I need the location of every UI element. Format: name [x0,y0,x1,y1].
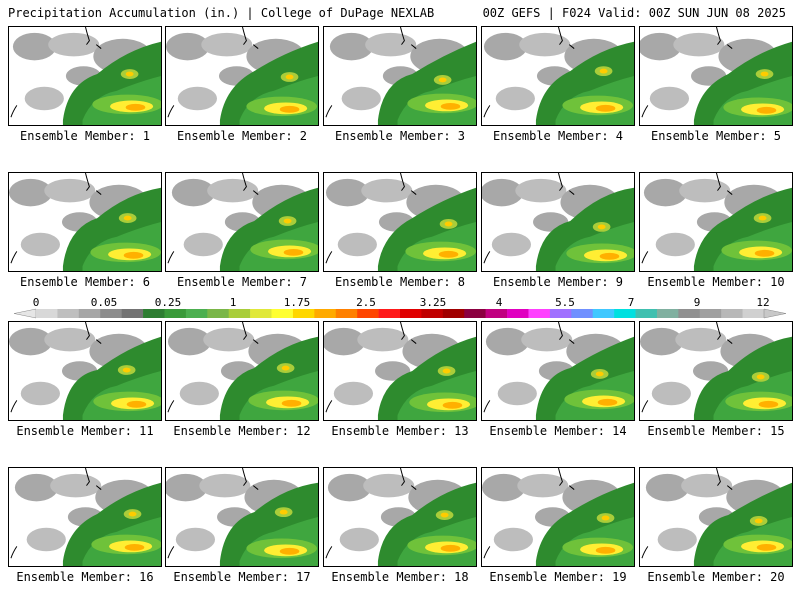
ensemble-member-map [165,172,319,272]
colorbar-swatch [549,309,572,318]
ensemble-member-map [165,467,319,567]
colorbar-tick-label: 12 [756,296,769,309]
colorbar-tick-label: 3.25 [420,296,447,309]
ensemble-member-label: Ensemble Member: 16 [16,570,154,584]
ensemble-member-map [165,321,319,421]
ensemble-member-map [639,467,793,567]
ensemble-member-label: Ensemble Member: 19 [489,570,627,584]
ensemble-member-label: Ensemble Member: 3 [334,129,466,143]
ensemble-member-map [323,172,477,272]
ensemble-member-label: Ensemble Member: 6 [19,275,151,289]
colorbar-swatch [442,309,465,318]
colorbar-arrow-left [13,308,37,319]
ensemble-member-map [323,321,477,421]
colorbar-swatch [699,309,722,318]
colorbar-swatch [678,309,701,318]
colorbar-tick-label: 7 [628,296,635,309]
ensemble-member-map [323,26,477,126]
colorbar-swatch [57,309,80,318]
colorbar-tick-label: 9 [694,296,701,309]
colorbar-swatch [528,309,551,318]
run-info: 00Z GEFS | F024 Valid: 00Z SUN JUN 08 20… [482,6,786,20]
colorbar-swatch [485,309,508,318]
ensemble-member-label: Ensemble Member: 13 [331,424,469,438]
ensemble-member-label: Ensemble Member: 14 [489,424,627,438]
ensemble-member-label: Ensemble Member: 1 [19,129,151,143]
ensemble-member-label: Ensemble Member: 10 [647,275,785,289]
ensemble-member-map [481,467,635,567]
colorbar: 0 0.05 0.25 1 1.75 2.5 3.25 4 5.5 7 9 12 [13,296,787,319]
colorbar-tick-label: 2.5 [356,296,376,309]
colorbar-swatch [121,309,144,318]
ensemble-member-label: Ensemble Member: 18 [331,570,469,584]
colorbar-swatch [357,309,379,318]
ensemble-member-label: Ensemble Member: 9 [492,275,624,289]
colorbar-swatch [228,309,251,318]
colorbar-swatch [292,309,315,318]
ensemble-member-map [8,172,162,272]
colorbar-swatch [164,309,187,318]
colorbar-swatch [721,309,743,318]
colorbar-swatch [635,309,658,318]
colorbar-swatch [335,309,358,318]
colorbar-swatch [464,309,486,318]
colorbar-tick-label: 1 [230,296,237,309]
colorbar-tick-label: 4 [496,296,503,309]
ensemble-member-label: Ensemble Member: 12 [173,424,311,438]
ensemble-member-map [639,172,793,272]
ensemble-member-label: Ensemble Member: 8 [334,275,466,289]
colorbar-swatch [742,309,765,318]
colorbar-swatch [271,309,294,318]
colorbar-swatch [314,309,337,318]
colorbar-swatch [378,309,401,318]
ensemble-member-label: Ensemble Member: 4 [492,129,624,143]
ensemble-member-label: Ensemble Member: 11 [16,424,154,438]
colorbar-arrow-right [763,308,787,319]
colorbar-swatch [400,309,422,318]
colorbar-swatch [100,309,122,318]
ensemble-member-map [165,26,319,126]
colorbar-swatch [36,309,58,318]
colorbar-swatch [421,309,444,318]
colorbar-swatch [507,309,529,318]
ensemble-member-map [481,26,635,126]
ensemble-member-map [639,321,793,421]
colorbar-tick-label: 0.05 [91,296,118,309]
colorbar-tick-label: 0 [33,296,40,309]
ensemble-member-map [481,321,635,421]
ensemble-member-map [639,26,793,126]
ensemble-member-map [8,467,162,567]
colorbar-tick-label: 5.5 [555,296,575,309]
colorbar-tick-label: 0.25 [155,296,182,309]
ensemble-member-label: Ensemble Member: 15 [647,424,785,438]
ensemble-member-label: Ensemble Member: 7 [176,275,308,289]
colorbar-swatch [571,309,594,318]
ensemble-member-label: Ensemble Member: 5 [650,129,782,143]
ensemble-member-label: Ensemble Member: 20 [647,570,785,584]
colorbar-swatch [656,309,679,318]
colorbar-swatch [614,309,636,318]
colorbar-swatch [143,309,165,318]
colorbar-swatch [78,309,101,318]
ensemble-member-map [8,26,162,126]
map-title: Precipitation Accumulation (in.) | Colle… [8,6,435,20]
ensemble-member-map [323,467,477,567]
colorbar-swatch [250,309,272,318]
ensemble-member-map [8,321,162,421]
colorbar-swatch [207,309,230,318]
ensemble-member-map [481,172,635,272]
colorbar-swatch [185,309,208,318]
colorbar-swatch [592,309,615,318]
ensemble-member-label: Ensemble Member: 17 [173,570,311,584]
colorbar-tick-label: 1.75 [284,296,311,309]
ensemble-member-label: Ensemble Member: 2 [176,129,308,143]
